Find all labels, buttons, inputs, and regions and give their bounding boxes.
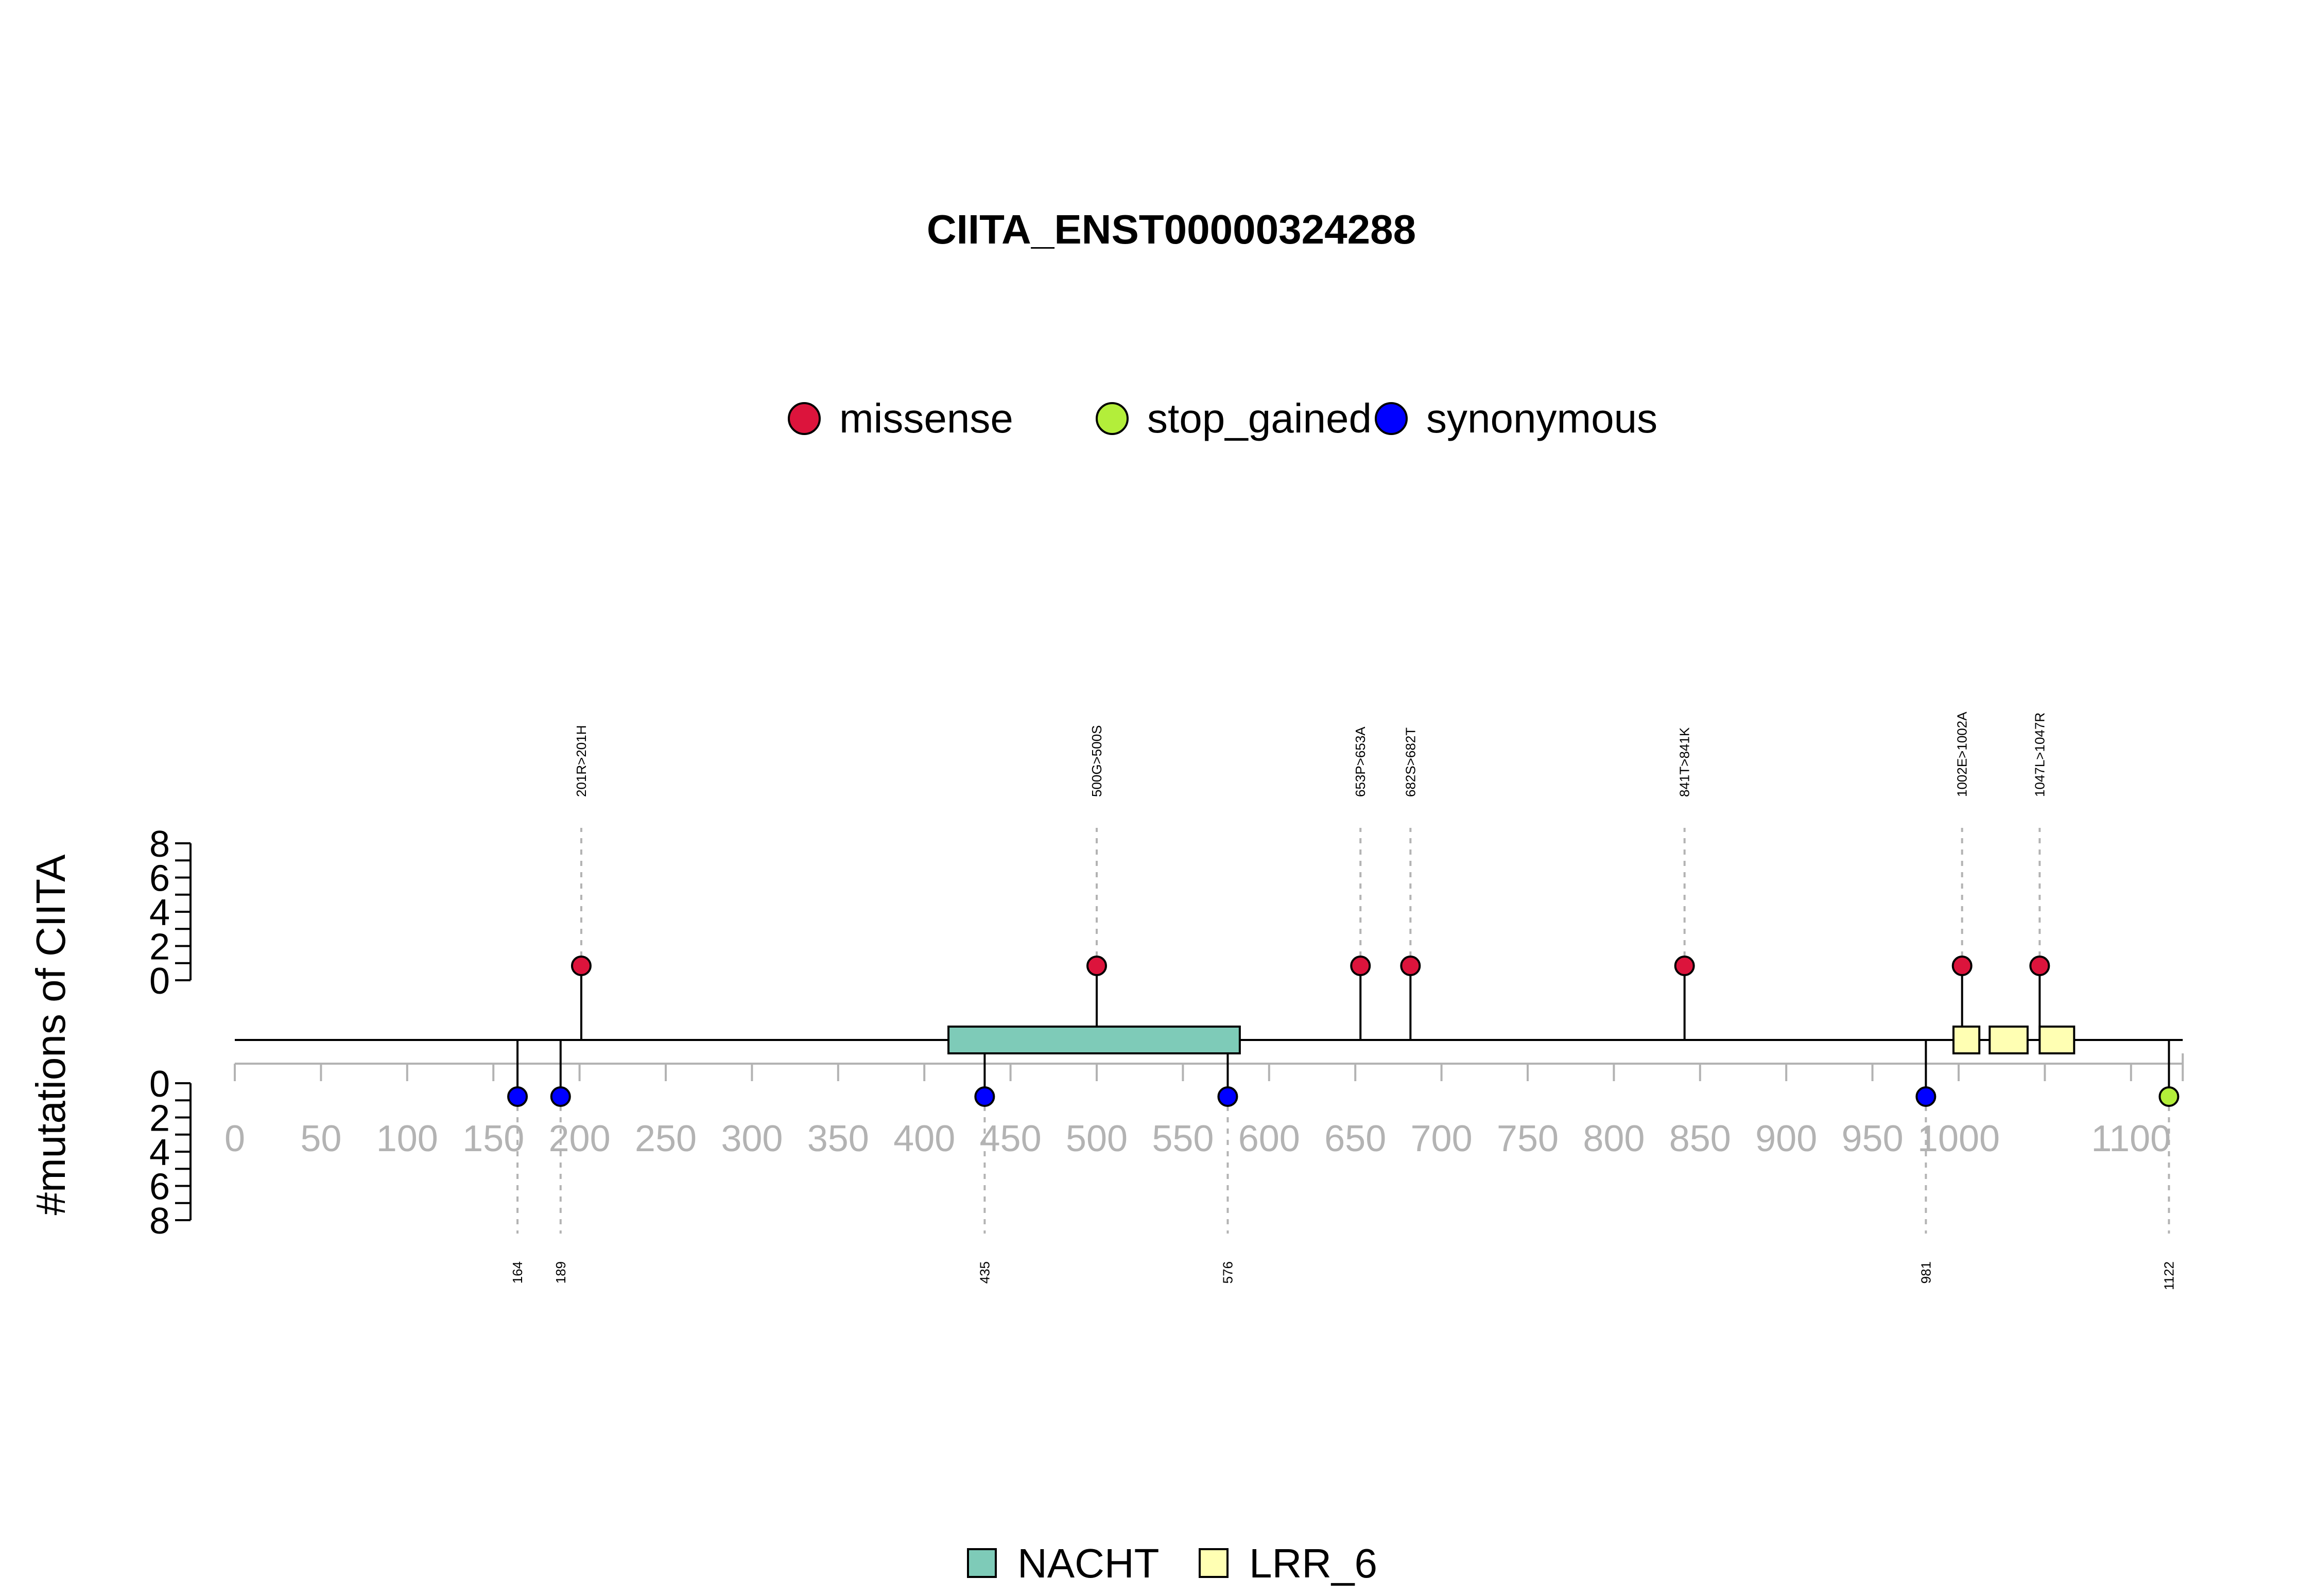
domain-LRR_6 — [2038, 1026, 2076, 1054]
mutation-label-576: 576 — [1220, 1261, 1235, 1283]
legend-label-missense: missense — [839, 395, 1013, 441]
upper-y-tick-label: 4 — [149, 892, 170, 933]
x-axis: 0 50 100 150 200 250 300 350 400 450 500 550 600 650 7… — [224, 1053, 2184, 1159]
domain-LRR_6 — [1989, 1026, 2029, 1054]
x-tick-label: 800 — [1583, 1118, 1645, 1159]
upper-y-tick-label: 0 — [149, 961, 170, 1002]
mutation-label-981: 981 — [1918, 1261, 1933, 1283]
mutation-point-981 — [1915, 1086, 1936, 1107]
y-axis-label: #mutations of CIITA — [28, 854, 74, 1216]
x-tick-label: 600 — [1238, 1118, 1300, 1159]
mutation-label-201: 201R>201H — [574, 725, 589, 797]
mutation-point-1122 — [2158, 1086, 2180, 1107]
domain-NACHT — [947, 1026, 1241, 1054]
x-tick-label: 700 — [1411, 1118, 1473, 1159]
x-tick-label: 200 — [549, 1118, 611, 1159]
legend-label-synonymous: synonymous — [1426, 395, 1657, 441]
mutation-point-201 — [570, 956, 592, 976]
legend-marker-missense — [788, 402, 821, 435]
x-tick-label: 100 — [376, 1118, 438, 1159]
x-tick-label: 550 — [1152, 1118, 1214, 1159]
x-tick-label: 0 — [224, 1118, 245, 1159]
mutation-point-576 — [1217, 1086, 1238, 1107]
x-tick-label: 1100 — [2091, 1118, 2171, 1159]
mutation-point-841 — [1674, 956, 1695, 976]
legend-label-LRR_6: LRR_6 — [1249, 1540, 1377, 1586]
x-tick-label: 500 — [1066, 1118, 1128, 1159]
mutation-point-682 — [1400, 956, 1421, 976]
mutation-point-1047 — [2029, 956, 2050, 976]
legend-marker-stop_gained — [1096, 402, 1129, 435]
x-tick-label: 450 — [980, 1118, 1042, 1159]
legend-swatch-LRR_6 — [1199, 1548, 1229, 1578]
x-tick-label: 250 — [635, 1118, 697, 1159]
upper-y-tick-label: 2 — [149, 927, 170, 968]
chart-title: CIITA_ENST00000324288 — [927, 206, 1416, 252]
mutation-point-189 — [550, 1086, 571, 1107]
mutation-label-841: 841T>841K — [1677, 727, 1692, 797]
lollipop-stems — [516, 828, 2170, 1234]
legend-label-NACHT: NACHT — [1017, 1540, 1160, 1586]
mutation-point-653 — [1350, 956, 1371, 976]
legend-swatch-NACHT — [967, 1548, 997, 1578]
lower-y-tick-label: 8 — [149, 1201, 170, 1242]
mutation-label-435: 435 — [977, 1261, 992, 1283]
x-tick-label: 950 — [1842, 1118, 1904, 1159]
mutation-legend: missense stop_gained synonymous — [788, 395, 1657, 441]
mutation-point-164 — [507, 1086, 528, 1107]
x-tick-label: 50 — [300, 1118, 341, 1159]
x-tick-label: 850 — [1669, 1118, 1731, 1159]
domain-legend: NACHT LRR_6 — [967, 1540, 1377, 1586]
lower-y-tick-label: 4 — [149, 1132, 170, 1173]
x-tick-label: 350 — [807, 1118, 869, 1159]
mutation-point-1002 — [1951, 956, 1973, 976]
upper-y-tick-label: 6 — [149, 858, 170, 899]
x-tick-label: 900 — [1755, 1118, 1817, 1159]
lower-y-tick-label: 6 — [149, 1167, 170, 1208]
x-tick-label: 400 — [893, 1118, 955, 1159]
mutation-point-500 — [1086, 956, 1107, 976]
upper-y-tick-label: 8 — [149, 824, 170, 865]
lower-y-tick-label: 2 — [149, 1098, 170, 1139]
legend-label-stop_gained: stop_gained — [1147, 395, 1372, 441]
mutation-point-435 — [974, 1086, 995, 1107]
lower-y-tick-label: 0 — [149, 1064, 170, 1105]
mutation-label-189: 189 — [553, 1261, 568, 1283]
mutation-label-1002: 1002E>1002A — [1955, 712, 1970, 797]
legend-marker-synonymous — [1375, 402, 1408, 435]
domain-LRR_6 — [1952, 1026, 1981, 1054]
mutation-label-653: 653P>653A — [1353, 726, 1368, 797]
mutation-labels: 201R>201H 500G>500S 653P>653A 682S>682T 841T… — [510, 712, 2176, 1290]
mutation-label-164: 164 — [510, 1261, 525, 1283]
mutation-label-1122: 1122 — [2161, 1261, 2176, 1290]
lollipop-heads — [507, 956, 2180, 1107]
mutation-label-500: 500G>500S — [1089, 725, 1104, 797]
x-tick-label: 650 — [1324, 1118, 1386, 1159]
protein-domains — [947, 1026, 2076, 1054]
x-tick-label: 300 — [721, 1118, 783, 1159]
mutation-label-1047: 1047L>1047R — [2032, 713, 2047, 797]
mutation-label-682: 682S>682T — [1403, 727, 1418, 797]
x-tick-label: 1000 — [1917, 1118, 2000, 1159]
x-tick-label: 750 — [1497, 1118, 1559, 1159]
x-tick-label: 150 — [462, 1118, 524, 1159]
